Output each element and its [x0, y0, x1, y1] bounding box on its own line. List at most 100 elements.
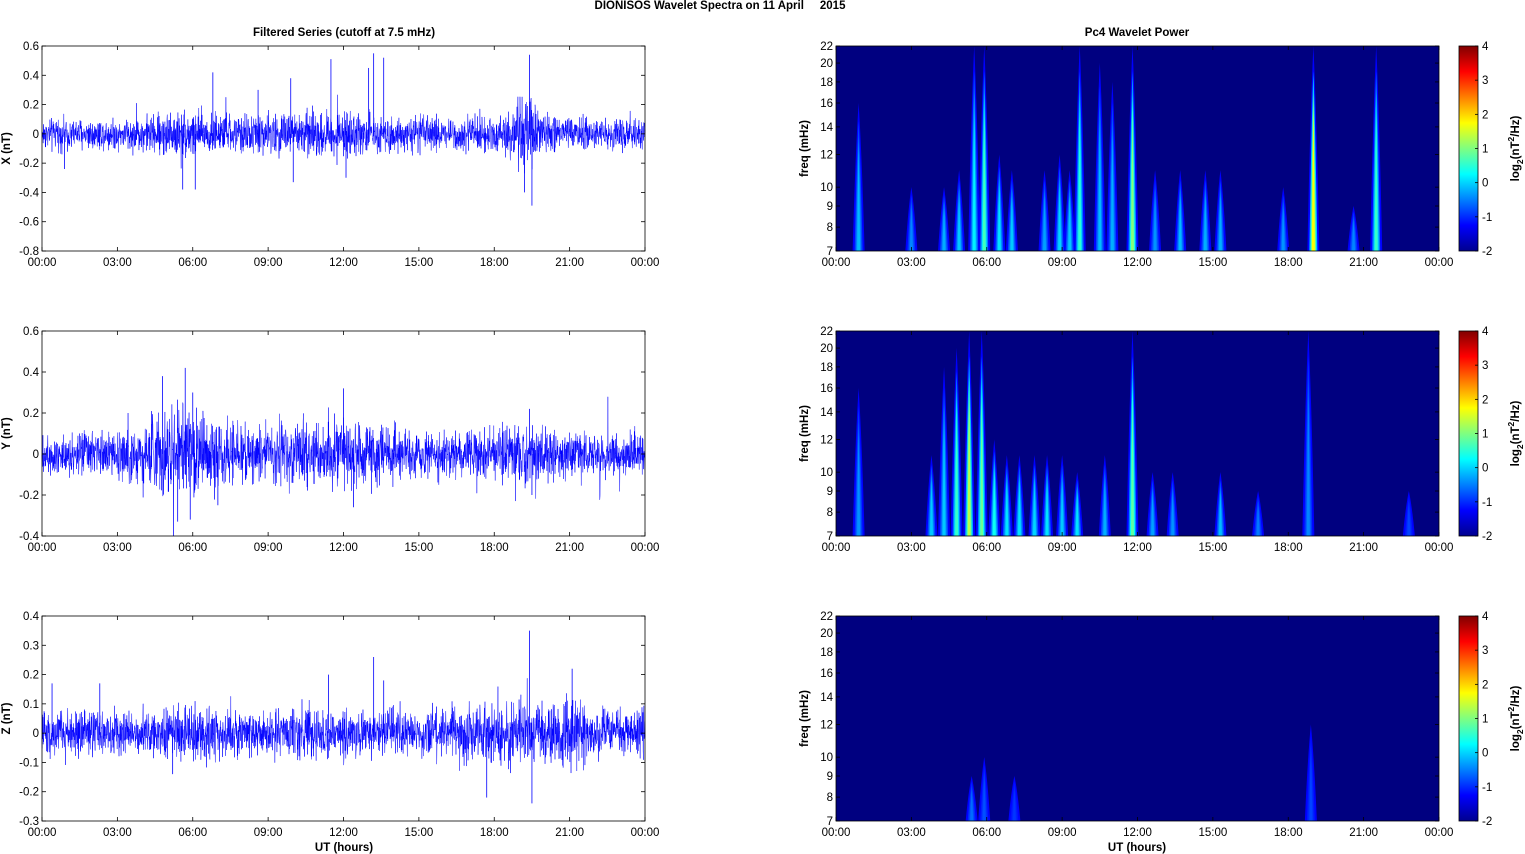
power-burst — [1130, 395, 1134, 536]
y-tick-label: 9 — [827, 201, 833, 213]
wl-x-tick-label: 00:00 — [822, 257, 851, 269]
right-column-title: Pc4 Wavelet Power — [1085, 27, 1190, 39]
y-tick-label: 14 — [820, 692, 833, 704]
power-burst — [1311, 110, 1315, 251]
colorbar-tick-label: 0 — [1482, 178, 1488, 190]
ts-x-tick-label: 03:00 — [103, 827, 132, 839]
y-tick-label: 12 — [820, 720, 833, 732]
trace-line-x — [41, 94, 646, 174]
wl-x-tick-label: 00:00 — [1425, 542, 1454, 554]
ts-x-tick-label: 06:00 — [178, 827, 207, 839]
ts-x-tick-label: 03:00 — [103, 542, 132, 554]
y-tick-label: 0 — [33, 728, 39, 740]
y-tick-label: 0.6 — [23, 326, 39, 338]
y-tick-label: 7 — [827, 816, 833, 828]
colorbar-tick-label: 1 — [1482, 429, 1488, 441]
wl-x-tick-label: 00:00 — [822, 542, 851, 554]
y-tick-label: 10 — [820, 182, 833, 194]
y-tick-label: -0.3 — [19, 816, 39, 828]
ts-x-tick-label: 03:00 — [103, 257, 132, 269]
y-tick-label: 20 — [820, 343, 833, 355]
power-burst — [982, 110, 986, 251]
power-burst — [1407, 505, 1411, 536]
wl-x-tick-label: 12:00 — [1123, 542, 1152, 554]
ts-x-tick-label: 09:00 — [254, 257, 283, 269]
colorbar-tick-label: 0 — [1482, 463, 1488, 475]
wl-x-tick-label: 09:00 — [1048, 827, 1077, 839]
ts-x-tick-label: 00:00 — [28, 542, 57, 554]
colorbar-label-part: log — [1510, 449, 1522, 466]
wl-x-tick-label: 12:00 — [1123, 257, 1152, 269]
colorbar-label-part: 2 — [1506, 136, 1516, 141]
wl-x-tick-label: 12:00 — [1123, 827, 1152, 839]
y-tick-label: -0.1 — [19, 757, 39, 769]
ts-x-tick-label: 15:00 — [404, 257, 433, 269]
wl-x-tick-label: 15:00 — [1198, 257, 1227, 269]
y-tick-label: 14 — [820, 407, 833, 419]
colorbar-label: log2(nT2/Hz) — [1506, 115, 1525, 181]
figure-suptitle: DIONISOS Wavelet Spectra on 11 April 201… — [595, 0, 847, 12]
power-burst — [857, 149, 861, 251]
y-tick-label: 9 — [827, 486, 833, 498]
colorbar-tick-label: -2 — [1482, 816, 1492, 828]
ts-x-tick-label: 06:00 — [178, 257, 207, 269]
y-tick-label: -0.8 — [19, 246, 39, 258]
power-burst — [1078, 110, 1082, 251]
power-burst — [1256, 505, 1260, 536]
colorbar-label-part: /Hz) — [1510, 115, 1522, 136]
power-burst — [1110, 135, 1114, 251]
ts-x-tick-label: 00:00 — [631, 827, 660, 839]
left-column-title: Filtered Series (cutoff at 7.5 mHz) — [253, 27, 435, 39]
colorbar-tick-label: 1 — [1482, 144, 1488, 156]
y-tick-label: -0.6 — [19, 217, 39, 229]
colorbar-tick-label: 0 — [1482, 748, 1488, 760]
y-tick-label: 14 — [820, 122, 833, 134]
power-burst — [1178, 195, 1182, 251]
y-tick-label: 12 — [820, 435, 833, 447]
wl-x-tick-label: 21:00 — [1349, 827, 1378, 839]
power-burst — [942, 207, 946, 251]
y-axis-label: freq (mHz) — [799, 690, 811, 747]
power-burst — [1012, 790, 1016, 821]
y-tick-label: 22 — [820, 611, 833, 623]
power-burst — [1010, 195, 1014, 251]
wavelet-background — [836, 616, 1439, 821]
power-burst — [980, 395, 984, 536]
ts-x-tick-label: 00:00 — [28, 257, 57, 269]
y-tick-label: 12 — [820, 150, 833, 162]
y-tick-label: 0.2 — [23, 408, 39, 420]
colorbar-tick-label: 3 — [1482, 360, 1488, 372]
colorbar-gradient — [1459, 616, 1478, 821]
power-burst — [942, 420, 946, 536]
wl-x-tick-label: 06:00 — [972, 542, 1001, 554]
colorbar-tick-label: 2 — [1482, 394, 1488, 406]
wl-x-tick-label: 15:00 — [1198, 827, 1227, 839]
power-burst — [997, 184, 1001, 251]
power-burst — [1374, 110, 1378, 251]
y-tick-label: -0.4 — [19, 187, 39, 199]
y-tick-label: -0.4 — [19, 531, 39, 543]
power-burst — [1151, 492, 1155, 536]
ts-x-tick-label: 06:00 — [178, 542, 207, 554]
y-tick-label: 0.4 — [23, 611, 40, 623]
wl-x-tick-label: 18:00 — [1274, 542, 1303, 554]
y-tick-label: 10 — [820, 467, 833, 479]
colorbar-label-part: (nT — [1510, 141, 1522, 159]
power-burst — [982, 777, 986, 821]
power-burst — [857, 434, 861, 536]
colorbar-tick-label: 1 — [1482, 714, 1488, 726]
colorbar-gradient — [1459, 331, 1478, 536]
y-tick-label: 16 — [820, 98, 833, 110]
power-burst — [967, 395, 971, 536]
ts-x-tick-label: 09:00 — [254, 827, 283, 839]
colorbar-label-part: log — [1510, 734, 1522, 751]
colorbar-gradient — [1459, 46, 1478, 251]
power-burst — [972, 110, 976, 251]
y-axis-label: X (nT) — [1, 132, 13, 165]
power-burst — [1281, 207, 1285, 251]
power-burst — [1058, 184, 1062, 251]
ts-x-tick-label: 12:00 — [329, 257, 358, 269]
